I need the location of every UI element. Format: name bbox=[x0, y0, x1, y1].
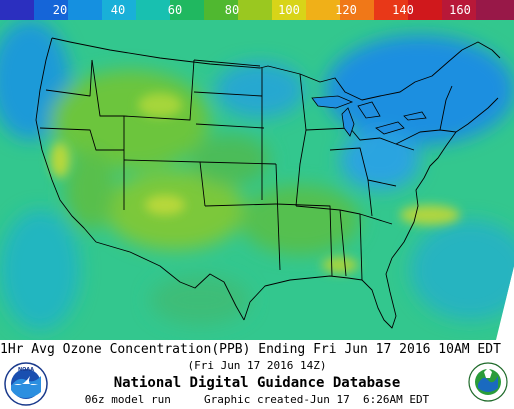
state-borders bbox=[35, 37, 501, 329]
scale-segment bbox=[306, 0, 342, 20]
utc-time-label: (Fri Jun 17 2016 14Z) bbox=[187, 359, 327, 372]
scale-tick-label: 140 bbox=[392, 3, 414, 17]
scale-tick-label: 20 bbox=[52, 3, 68, 17]
scale-segment bbox=[0, 0, 36, 20]
scale-segment bbox=[136, 0, 172, 20]
scale-tick-label: 80 bbox=[224, 3, 240, 17]
scale-tick-label: 120 bbox=[335, 3, 357, 17]
scale-segment bbox=[272, 0, 308, 20]
noaa-logo: NOAA bbox=[4, 362, 48, 406]
scale-segment bbox=[374, 0, 410, 20]
scale-segment bbox=[340, 0, 376, 20]
noaa-logo-text: NOAA bbox=[18, 367, 34, 373]
scale-segment bbox=[442, 0, 478, 20]
epa-logo bbox=[468, 362, 508, 402]
database-name: National Digital Guidance Database bbox=[113, 375, 401, 391]
model-run-label: 06z model run bbox=[84, 393, 171, 406]
color-scale-bar: 20 40 60 80 100 120 140 160 bbox=[0, 0, 514, 20]
scale-segment bbox=[204, 0, 240, 20]
scale-tick-label: 40 bbox=[110, 3, 126, 17]
scale-segment bbox=[476, 0, 514, 20]
great-lakes bbox=[311, 95, 427, 137]
scale-segment bbox=[170, 0, 206, 20]
scale-tick-label: 100 bbox=[278, 3, 300, 17]
run-info: 06z model run Graphic created-Jun 17 6:2… bbox=[0, 393, 514, 407]
graphic-created-label: Graphic created-Jun 17 6:26AM EDT bbox=[204, 393, 430, 406]
ozone-high-patches bbox=[50, 93, 460, 273]
scale-tick-label: 60 bbox=[167, 3, 183, 17]
ozone-concentration-map bbox=[0, 20, 514, 340]
scale-segment bbox=[34, 0, 70, 20]
scale-segment bbox=[238, 0, 274, 20]
map-title: 1Hr Avg Ozone Concentration(PPB) Ending … bbox=[0, 342, 501, 357]
scale-segment bbox=[68, 0, 104, 20]
scale-tick-label: 160 bbox=[449, 3, 471, 17]
scale-segment bbox=[408, 0, 444, 20]
scale-segment bbox=[102, 0, 138, 20]
